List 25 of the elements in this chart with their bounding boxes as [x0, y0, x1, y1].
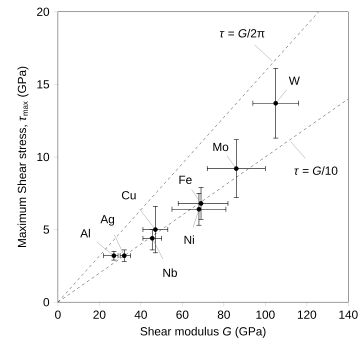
x-tick-label: 100	[256, 310, 275, 319]
annotation: Mo	[213, 142, 228, 151]
annotation: τ = G/2π	[220, 28, 264, 38]
x-tick-label: 40	[134, 310, 147, 319]
x-tick-label: 0	[55, 310, 61, 319]
x-axis-title: Shear modulus G (GPa)	[140, 326, 266, 338]
x-tick-label: 140	[339, 310, 358, 319]
annotation: Nb	[163, 268, 177, 277]
y-tick-label: 5	[44, 225, 50, 234]
y-tick-label: 15	[37, 80, 50, 88]
x-tick-label: 20	[93, 310, 106, 319]
annotation: Al	[80, 228, 90, 238]
annotation: W	[288, 76, 300, 85]
x-tick-label: 120	[298, 310, 316, 319]
y-tick-label: 20	[37, 7, 50, 16]
x-tick-label: 80	[218, 310, 230, 319]
annotation: Cu	[122, 190, 136, 200]
annotation: Fe	[179, 176, 192, 184]
annotation: Ag	[100, 214, 114, 226]
annotation: τ = G/10	[294, 166, 338, 175]
y-axis-title: Maximum Shear stress, τ$_{max}$ (GPa)	[17, 66, 28, 247]
annotation: Ni	[184, 235, 194, 244]
y-tick-label: 0	[43, 298, 50, 306]
y-tick-label: 10	[37, 152, 50, 161]
x-tick-label: 60	[176, 310, 188, 319]
